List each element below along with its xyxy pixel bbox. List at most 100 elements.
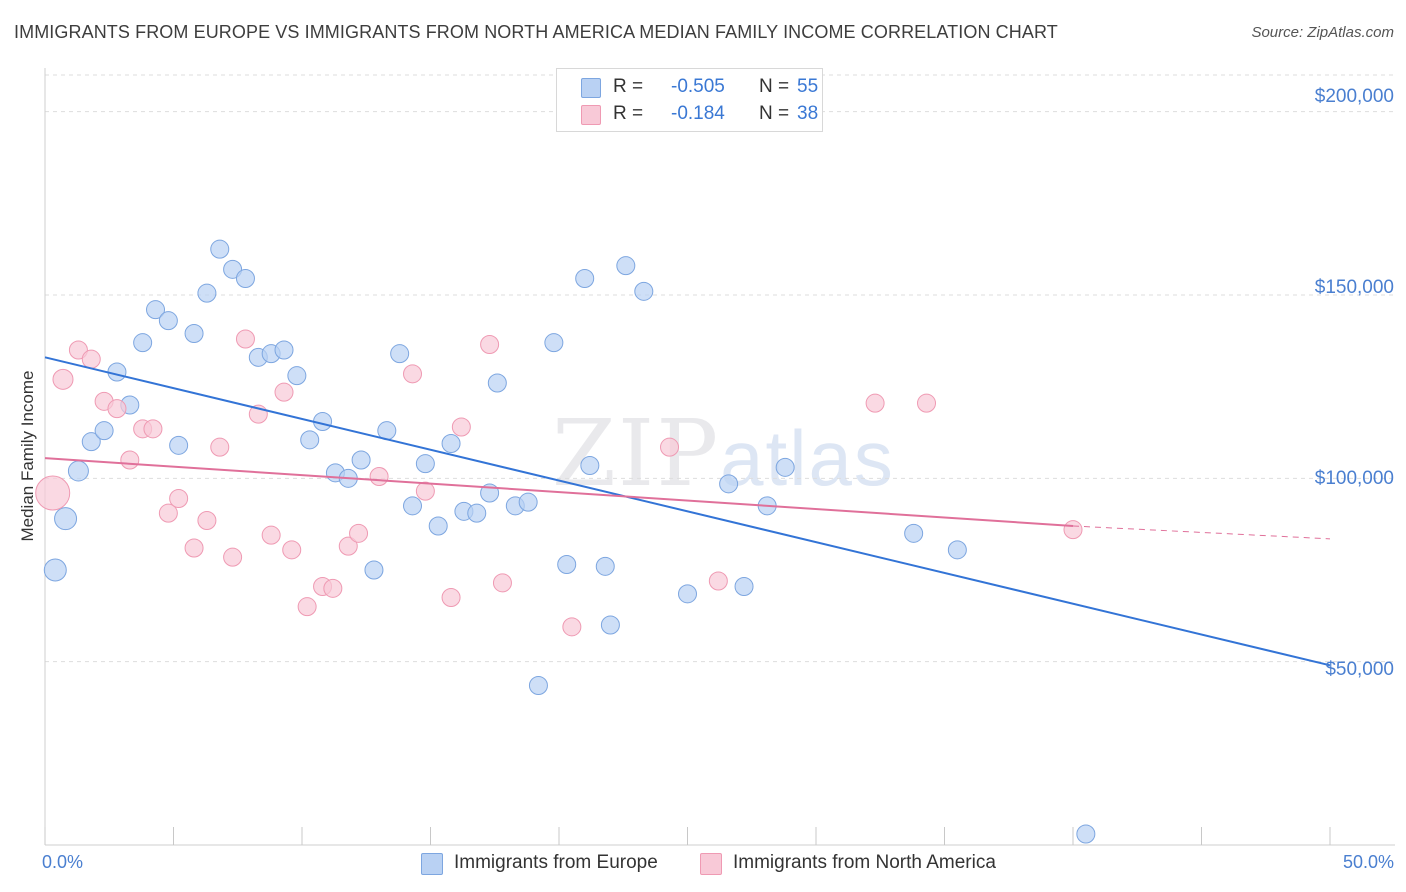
point-europe-9 <box>158 311 178 331</box>
point-europe-29 <box>415 454 435 474</box>
point-europe-25 <box>364 560 384 580</box>
legend-n-label: N = <box>759 76 790 97</box>
legend-r-value: -0.184 <box>671 103 725 124</box>
bottom-legend-swatch-europe <box>421 853 443 875</box>
x-tick-label-min: 0.0% <box>42 852 84 872</box>
point-north-america-27 <box>415 481 435 501</box>
point-europe-46 <box>634 281 654 301</box>
y-tick-label-50000: $50,000 <box>1325 659 1394 680</box>
point-north-america-32 <box>562 617 582 637</box>
point-europe-48 <box>719 474 739 494</box>
point-europe-0 <box>43 558 67 582</box>
point-europe-7 <box>133 333 153 353</box>
point-europe-35 <box>487 373 507 393</box>
point-europe-51 <box>775 457 795 477</box>
zipatlas-watermark: ZIPatlas <box>552 400 895 507</box>
point-europe-4 <box>94 421 114 441</box>
point-north-america-10 <box>169 489 189 508</box>
x-tick-label-max: 50.0% <box>1342 852 1394 872</box>
point-europe-39 <box>544 333 564 353</box>
point-europe-11 <box>184 324 204 343</box>
legend-n-value: 55 <box>797 76 819 97</box>
point-north-america-22 <box>323 578 343 598</box>
point-north-america-17 <box>261 525 281 545</box>
point-europe-31 <box>441 434 461 453</box>
point-north-america-8 <box>143 419 163 439</box>
point-north-america-5 <box>107 399 127 419</box>
legend-r-label: R = <box>613 103 644 124</box>
point-europe-42 <box>580 456 600 475</box>
point-north-america-28 <box>441 588 461 607</box>
point-europe-10 <box>169 435 189 455</box>
point-north-america-1 <box>52 368 74 390</box>
point-europe-14 <box>223 259 243 279</box>
point-europe-18 <box>274 340 294 360</box>
legend-r-value: -0.505 <box>671 76 725 97</box>
point-europe-45 <box>616 256 636 276</box>
y-axis-label: Median Family Income <box>18 370 37 542</box>
bottom-legend-label-north-america: Immigrants from North America <box>733 852 996 873</box>
point-north-america-33 <box>660 437 680 457</box>
point-europe-38 <box>528 676 548 695</box>
point-north-america-35 <box>865 393 885 413</box>
point-europe-19 <box>287 366 307 386</box>
legend-r-label: R = <box>613 76 644 97</box>
point-europe-54 <box>1076 824 1096 844</box>
watermark-atlas: atlas <box>720 414 895 502</box>
point-europe-5 <box>107 362 127 382</box>
legend-n-label: N = <box>759 103 790 124</box>
point-north-america-19 <box>282 540 302 560</box>
point-europe-30 <box>428 516 448 536</box>
point-north-america-15 <box>235 329 255 349</box>
watermark-zip: ZIP <box>552 400 721 507</box>
point-europe-40 <box>557 555 577 574</box>
point-north-america-23 <box>338 536 358 556</box>
point-north-america-3 <box>81 349 101 369</box>
bottom-legend-label-europe: Immigrants from Europe <box>454 852 658 873</box>
point-europe-53 <box>947 540 967 560</box>
point-north-america-37 <box>1063 520 1083 540</box>
legend-swatch-europe <box>581 78 601 98</box>
point-europe-28 <box>403 496 423 516</box>
point-north-america-36 <box>917 393 937 413</box>
point-europe-33 <box>467 503 487 523</box>
point-europe-37 <box>518 492 538 512</box>
point-north-america-31 <box>492 573 512 593</box>
point-north-america-11 <box>184 538 204 558</box>
point-europe-20 <box>300 430 320 450</box>
point-europe-44 <box>600 615 620 635</box>
correlation-legend: R = -0.505 N = 55 R = -0.184 N = 38 <box>556 68 823 132</box>
point-north-america-12 <box>197 511 217 530</box>
point-europe-43 <box>595 556 615 576</box>
y-tick-label-150000: $150,000 <box>1314 277 1394 298</box>
point-europe-15 <box>235 269 255 288</box>
point-europe-2 <box>67 460 89 482</box>
point-europe-13 <box>210 239 230 259</box>
point-north-america-34 <box>708 571 728 591</box>
legend-n-value: 38 <box>797 103 819 124</box>
y-tick-label-100000: $100,000 <box>1314 468 1394 489</box>
point-north-america-18 <box>274 382 294 402</box>
trendline-north-america <box>44 457 1074 527</box>
point-north-america-24 <box>349 523 369 543</box>
point-north-america-6 <box>120 450 140 470</box>
point-north-america-25 <box>369 467 389 486</box>
point-north-america-26 <box>403 364 423 384</box>
point-north-america-29 <box>451 417 471 437</box>
point-europe-41 <box>575 269 595 288</box>
point-europe-3 <box>81 432 101 452</box>
bottom-legend-swatch-north-america <box>700 853 722 875</box>
point-europe-52 <box>904 523 924 543</box>
point-europe-49 <box>734 577 754 596</box>
point-north-america-13 <box>210 437 230 457</box>
point-europe-1 <box>54 507 78 531</box>
trendline-europe <box>44 356 1331 667</box>
point-europe-27 <box>390 344 410 364</box>
chart-title: IMMIGRANTS FROM EUROPE VS IMMIGRANTS FRO… <box>14 22 1058 42</box>
point-europe-24 <box>351 450 371 470</box>
trendline-north-america-extension <box>1072 525 1331 540</box>
y-tick-label-200000: $200,000 <box>1314 86 1394 107</box>
point-north-america-20 <box>297 597 317 617</box>
point-europe-47 <box>678 584 697 604</box>
